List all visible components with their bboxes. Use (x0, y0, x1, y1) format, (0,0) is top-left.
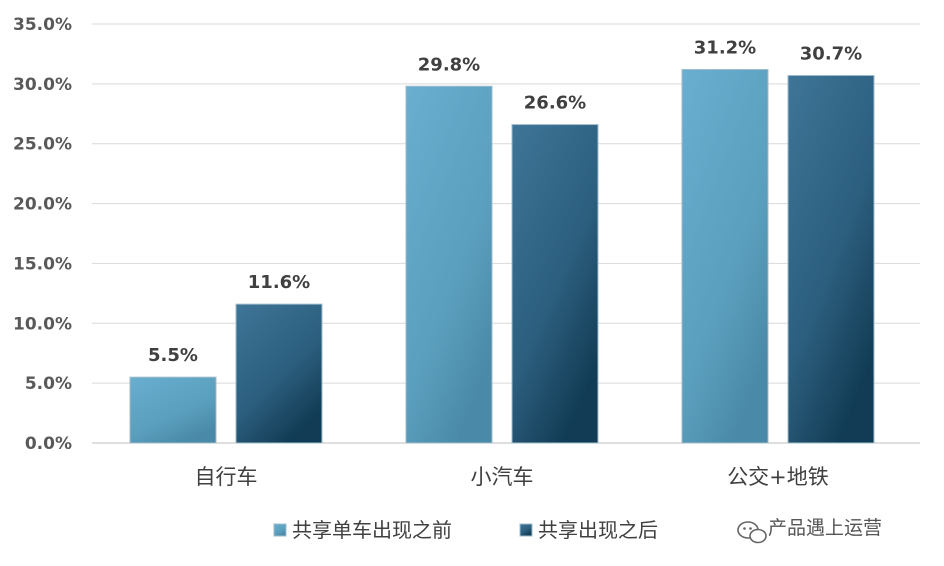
watermark: 产品遇上运营 (737, 517, 882, 544)
y-tick-label: 35.0% (13, 15, 72, 35)
y-tick-label: 30.0% (13, 75, 72, 95)
data-label: 11.6% (248, 272, 310, 293)
gridlines (92, 23, 920, 444)
category-label: 公交+地铁 (727, 465, 829, 489)
bar-before (681, 68, 769, 444)
legend-label: 共享出现之后 (538, 518, 658, 542)
category-label: 小汽车 (471, 465, 534, 489)
data-label: 26.6% (524, 93, 586, 114)
x-axis-ticks: 自行车 小汽车 公交+地铁 (195, 465, 829, 489)
bar-after (787, 74, 875, 444)
legend-swatch (273, 523, 287, 537)
bar-after (235, 303, 323, 444)
legend: 共享单车出现之前 共享出现之后 (273, 518, 658, 542)
y-tick-label: 10.0% (13, 314, 72, 334)
data-label: 29.8% (418, 54, 480, 75)
y-axis-ticks: 0.0% 5.0% 10.0% 15.0% 20.0% 25.0% 30.0% 35.0% (13, 15, 72, 454)
category-label: 自行车 (195, 465, 258, 489)
y-tick-label: 20.0% (13, 195, 72, 215)
y-tick-label: 5.0% (25, 374, 72, 394)
y-tick-label: 25.0% (13, 135, 72, 155)
legend-swatch (519, 523, 533, 537)
data-label: 5.5% (148, 345, 198, 366)
data-labels: 5.5% 11.6% 29.8% 26.6% 31.2% 30.7% (148, 37, 862, 366)
wechat-icon (737, 521, 767, 544)
data-label: 31.2% (694, 37, 756, 58)
data-label: 30.7% (800, 43, 862, 64)
bar-before (405, 85, 493, 444)
bars (129, 68, 875, 444)
y-tick-label: 0.0% (25, 434, 72, 454)
bar-before (129, 376, 217, 444)
legend-label: 共享单车出现之前 (292, 518, 452, 542)
watermark-text: 产品遇上运营 (768, 517, 882, 539)
y-tick-label: 15.0% (13, 254, 72, 274)
bar-after (511, 124, 599, 444)
